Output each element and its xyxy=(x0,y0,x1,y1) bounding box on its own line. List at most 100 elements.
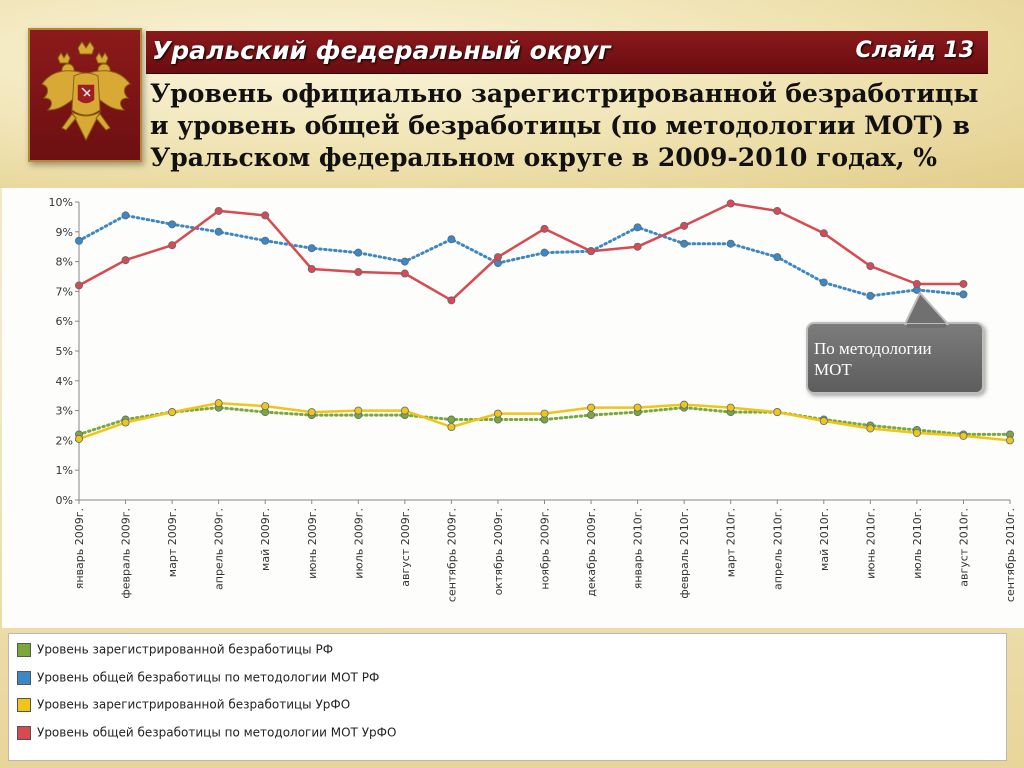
data-point xyxy=(261,402,270,411)
x-tick-label: март 2009г. xyxy=(166,508,179,577)
data-point xyxy=(307,244,316,253)
x-tick-label: январь 2009г. xyxy=(73,508,86,589)
data-point xyxy=(447,415,456,424)
data-point xyxy=(959,431,968,440)
x-tick-label: апрель 2010г. xyxy=(771,508,784,590)
x-tick-label: январь 2010г. xyxy=(632,508,645,589)
data-point xyxy=(866,424,875,433)
x-tick-label: июнь 2009г. xyxy=(306,508,319,579)
data-point xyxy=(121,256,130,265)
y-tick-label: 9% xyxy=(56,226,73,239)
x-tick-label: май 2009г. xyxy=(259,508,272,571)
x-tick-label: апрель 2009г. xyxy=(213,508,226,590)
data-point xyxy=(400,406,409,415)
x-tick-label: июль 2009г. xyxy=(352,508,365,579)
x-tick-label: февраль 2010г. xyxy=(678,508,691,599)
callout-line: МОТ xyxy=(814,360,852,379)
x-tick-label: сентябрь 2009г. xyxy=(445,508,458,602)
data-point xyxy=(587,247,596,256)
x-tick-label: май 2010г. xyxy=(818,508,831,571)
data-point xyxy=(680,400,689,409)
data-point xyxy=(773,253,782,262)
x-tick-label: август 2009г. xyxy=(399,508,412,587)
line-chart: 0% 1% 2% 3% 4% 5% 6% 7% 8% 9% 10% январь 2009г. февр… xyxy=(49,196,1017,602)
data-point xyxy=(866,262,875,271)
data-point xyxy=(400,269,409,278)
data-point xyxy=(726,403,735,412)
x-tick-label: декабрь 2009г. xyxy=(585,508,598,597)
data-point xyxy=(773,408,782,417)
data-point xyxy=(121,211,130,220)
data-point xyxy=(819,229,828,238)
data-point xyxy=(633,242,642,251)
data-point xyxy=(493,409,502,418)
data-point xyxy=(680,239,689,248)
legend-item: Уровень зарегистрированной безработицы Р… xyxy=(17,642,333,660)
data-point xyxy=(121,418,130,427)
y-tick-label: 5% xyxy=(56,345,73,358)
callout-text: По методологии МОТ xyxy=(814,338,982,380)
data-point xyxy=(959,290,968,299)
x-tick-label: сентябрь 2010г. xyxy=(1004,508,1017,602)
subtitle-line: Уровень официально зарегистрированной бе… xyxy=(150,79,979,108)
legend-item: Уровень зарегистрированной безработицы У… xyxy=(17,697,350,715)
data-point xyxy=(75,434,84,443)
data-point xyxy=(214,227,223,236)
legend-item: Уровень общей безработицы по методологии… xyxy=(17,670,379,688)
y-tick-label: 1% xyxy=(56,464,73,477)
x-tick-label: июнь 2010г. xyxy=(864,508,877,579)
data-point xyxy=(587,411,596,420)
data-point xyxy=(493,253,502,262)
data-point xyxy=(261,211,270,220)
legend-swatch-blue xyxy=(17,670,31,685)
data-point xyxy=(447,422,456,431)
data-point xyxy=(959,279,968,288)
legend-swatch-red xyxy=(17,725,31,740)
y-tick-label: 0% xyxy=(56,494,73,507)
data-point xyxy=(447,235,456,244)
data-point xyxy=(214,399,223,408)
subtitle-line: Уральском федеральном округе в 2009-2010… xyxy=(150,143,937,172)
callout-line: По методологии xyxy=(814,339,932,358)
data-point xyxy=(261,236,270,245)
y-tick-label: 4% xyxy=(56,375,73,388)
data-point xyxy=(819,417,828,426)
data-point xyxy=(354,268,363,277)
slide-subtitle: Уровень официально зарегистрированной бе… xyxy=(150,78,1020,174)
data-point xyxy=(726,199,735,208)
y-tick-label: 7% xyxy=(56,285,73,298)
data-point xyxy=(1006,436,1015,445)
data-point xyxy=(75,281,84,290)
data-point xyxy=(307,265,316,274)
legend-item: Уровень общей безработицы по методологии… xyxy=(17,725,396,743)
legend-label: Уровень общей безработицы по методологии… xyxy=(37,725,397,740)
data-point xyxy=(866,291,875,300)
coat-of-arms-emblem xyxy=(28,28,142,162)
callout-box: По методологии МОТ xyxy=(806,322,984,394)
y-tick-label: 6% xyxy=(56,315,73,328)
title-bar: Уральский федеральный округ Слайд 13 xyxy=(146,31,988,74)
legend-swatch-green xyxy=(17,642,31,657)
data-point xyxy=(773,206,782,215)
data-point xyxy=(680,221,689,230)
data-point xyxy=(633,223,642,232)
y-tick-label: 2% xyxy=(56,434,73,447)
data-point xyxy=(168,241,177,250)
data-point xyxy=(307,408,316,417)
chart-area: 0% 1% 2% 3% 4% 5% 6% 7% 8% 9% 10% январь 2009г. февр… xyxy=(2,188,1024,628)
x-tick-label: август 2010г. xyxy=(957,508,970,587)
data-point xyxy=(587,403,596,412)
data-point xyxy=(540,409,549,418)
data-point xyxy=(354,406,363,415)
data-point xyxy=(726,239,735,248)
region-title: Уральский федеральный округ xyxy=(152,36,611,65)
y-tick-label: 10% xyxy=(49,196,73,209)
data-point xyxy=(447,296,456,305)
chart-legend: Уровень зарегистрированной безработицы Р… xyxy=(8,633,1007,761)
series-line-3 xyxy=(78,202,964,302)
data-point xyxy=(168,408,177,417)
data-point xyxy=(540,224,549,233)
legend-swatch-yellow xyxy=(17,697,31,712)
double-headed-eagle-icon xyxy=(41,41,131,142)
x-tick-label: февраль 2009г. xyxy=(120,508,133,599)
